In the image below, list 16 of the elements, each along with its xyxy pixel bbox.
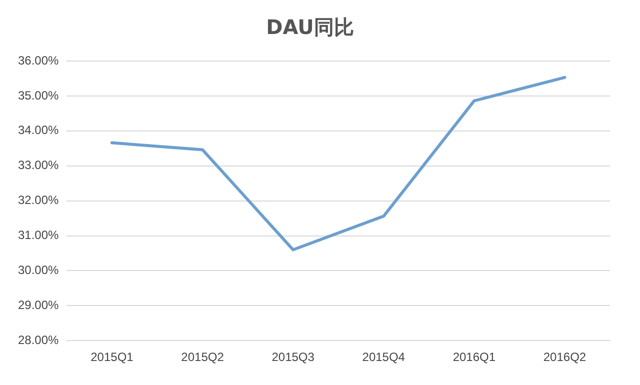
x-tick-label: 2015Q3 bbox=[272, 350, 315, 364]
y-tick-label: 32.00% bbox=[18, 193, 60, 208]
y-tick-label: 28.00% bbox=[18, 332, 60, 347]
chart-title: DAU同比 bbox=[266, 15, 354, 40]
x-tick-label: 2015Q1 bbox=[90, 350, 134, 364]
y-tick-label: 36.00% bbox=[18, 53, 60, 68]
x-tick-label: 2015Q4 bbox=[362, 350, 406, 364]
y-tick-label: 31.00% bbox=[18, 228, 60, 242]
y-tick-label: 35.00% bbox=[18, 88, 60, 102]
y-tick-label: 33.00% bbox=[18, 158, 60, 172]
x-tick-label: 2015Q2 bbox=[181, 350, 224, 364]
y-tick-label: 29.00% bbox=[18, 298, 60, 312]
x-tick-label: 2016Q1 bbox=[452, 350, 496, 364]
x-tick-label: 2016Q2 bbox=[543, 350, 586, 364]
y-tick-label: 34.00% bbox=[18, 123, 60, 138]
y-tick-label: 30.00% bbox=[18, 263, 60, 278]
